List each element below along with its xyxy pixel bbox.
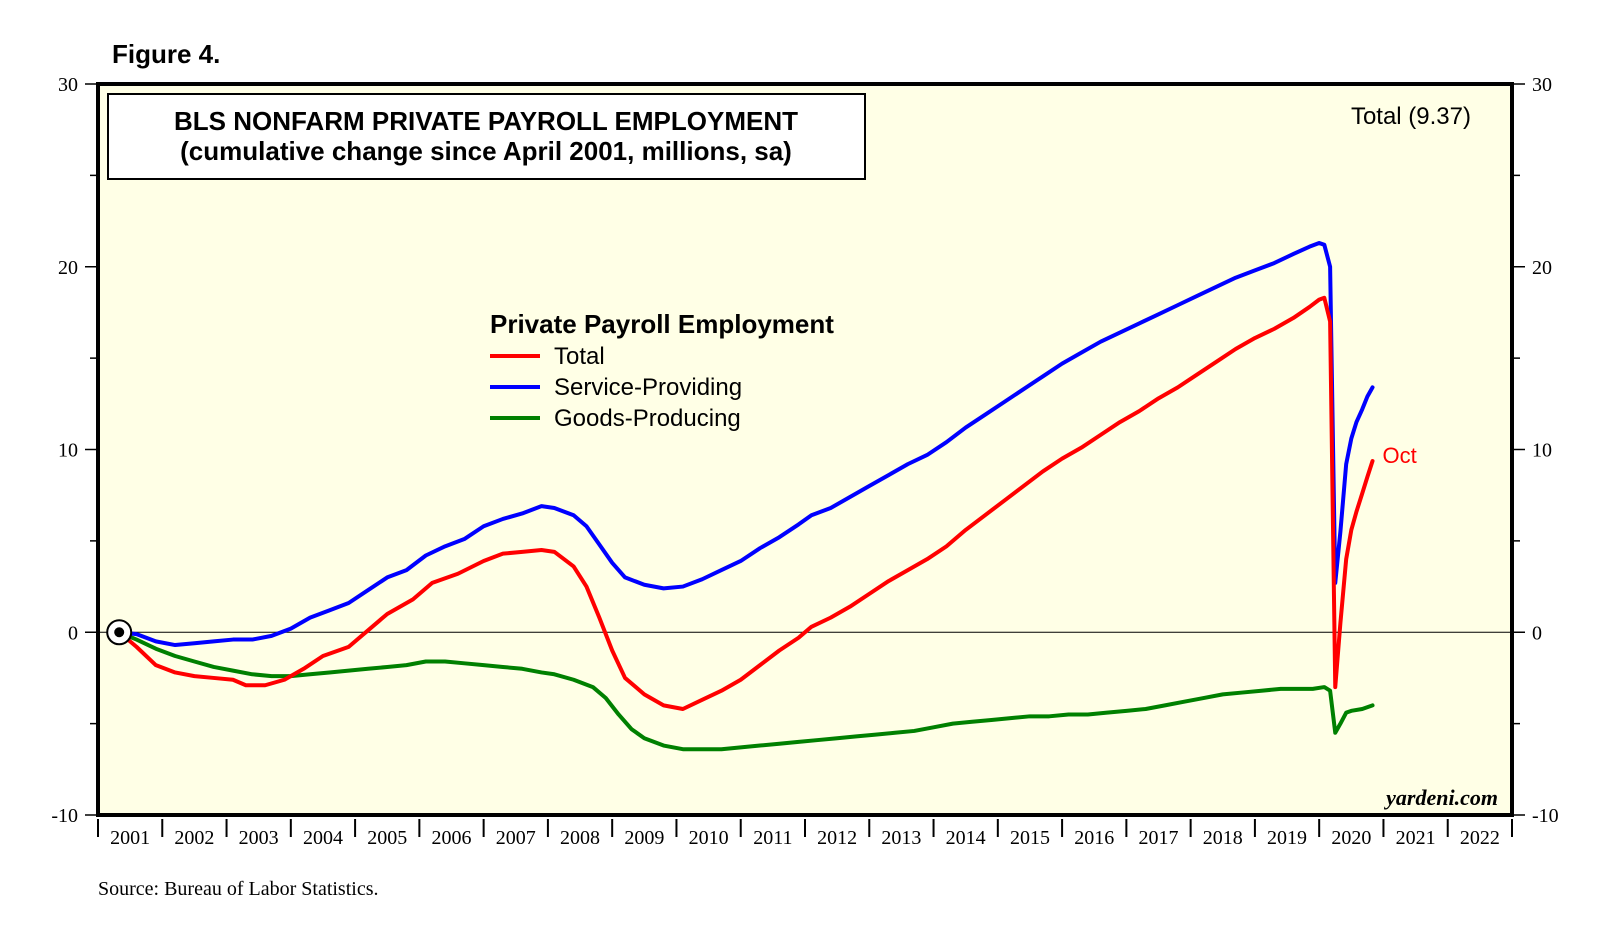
- y-tick-label-right: 0: [1532, 622, 1542, 644]
- x-tick-label: 2017: [1139, 827, 1179, 849]
- x-tick-label: 2002: [174, 827, 214, 849]
- x-tick-label: 2007: [496, 827, 536, 849]
- x-tick-label: 2014: [946, 827, 986, 849]
- x-tick-label: 2021: [1396, 827, 1436, 849]
- x-tick-label: 2004: [303, 827, 343, 849]
- plot-frame: [96, 82, 1514, 817]
- y-tick-label-left: -10: [51, 805, 78, 827]
- title-box: [107, 93, 866, 180]
- origin-marker-dot: [114, 627, 125, 638]
- latest-total-label: Total (9.37): [1351, 103, 1471, 130]
- series-line-service-providing: [117, 240, 1375, 648]
- legend-label-service-providing: Service-Providing: [554, 374, 742, 401]
- x-tick-label: 2010: [689, 827, 729, 849]
- x-tick-label: 2020: [1331, 827, 1371, 849]
- x-tick-label: 2006: [432, 827, 472, 849]
- x-tick-label: 2015: [1010, 827, 1050, 849]
- y-tick-label-right: 30: [1532, 74, 1552, 96]
- chart-title: BLS NONFARM PRIVATE PAYROLL EMPLOYMENT: [174, 106, 798, 136]
- y-tick-label-left: 0: [68, 622, 78, 644]
- x-tick-label: 2012: [817, 827, 857, 849]
- x-tick-label: 2008: [560, 827, 600, 849]
- y-tick-label-left: 20: [58, 257, 78, 279]
- series-line-total: [117, 295, 1375, 711]
- y-tick-label-right: 20: [1532, 257, 1552, 279]
- y-tick-label-left: 30: [58, 74, 78, 96]
- legend-label-goods-producing: Goods-Producing: [554, 405, 741, 432]
- y-tick-label-left: 10: [58, 440, 78, 462]
- watermark: yardeni.com: [1383, 785, 1498, 810]
- x-tick-label: 2009: [624, 827, 664, 849]
- x-tick-label: 2016: [1074, 827, 1114, 849]
- plot-area: [98, 84, 1512, 815]
- x-tick-label: 2003: [239, 827, 279, 849]
- end-annotation-oct: Oct: [1383, 443, 1417, 468]
- figure-label: Figure 4.: [112, 39, 220, 69]
- x-tick-label: 2019: [1267, 827, 1307, 849]
- x-tick-label: 2001: [110, 827, 150, 849]
- legend-label-total: Total: [554, 343, 605, 370]
- source-note: Source: Bureau of Labor Statistics.: [98, 878, 379, 900]
- x-tick-label: 2018: [1203, 827, 1243, 849]
- x-tick-label: 2011: [753, 827, 792, 849]
- series-line-goods-producing: [117, 630, 1375, 752]
- y-tick-label-right: 10: [1532, 440, 1552, 462]
- x-tick-label: 2005: [367, 827, 407, 849]
- x-tick-label: 2022: [1460, 827, 1500, 849]
- legend: Private Payroll Employment Total Service…: [490, 309, 834, 432]
- legend-title: Private Payroll Employment: [490, 309, 834, 339]
- chart-subtitle: (cumulative change since April 2001, mil…: [180, 136, 792, 166]
- x-tick-label: 2013: [881, 827, 921, 849]
- y-tick-label-right: -10: [1532, 805, 1559, 827]
